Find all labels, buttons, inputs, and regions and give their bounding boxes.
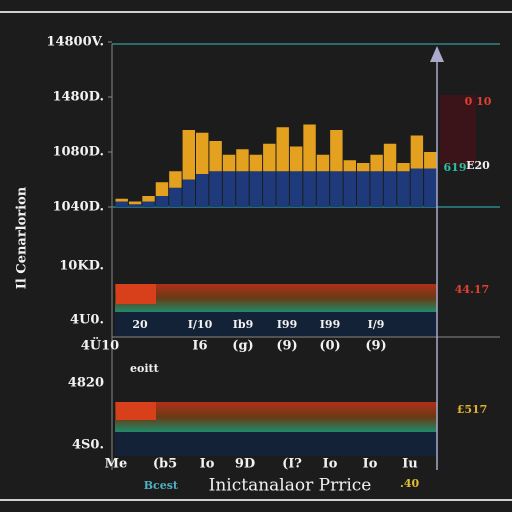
bar-segment — [289, 146, 303, 172]
bar-segment — [357, 171, 370, 207]
bar-segment — [316, 154, 330, 172]
y-tick-label: 14800V. — [46, 35, 104, 50]
bottom-label: Io — [200, 457, 215, 472]
bar-segment — [155, 196, 169, 207]
bar-segment — [236, 171, 249, 207]
bar-segment — [410, 168, 424, 207]
strip-label: I/10 — [188, 318, 213, 331]
panel-label: 4S0. — [72, 438, 104, 453]
cursor-arrow — [430, 46, 444, 62]
bar-segment — [370, 154, 383, 172]
bar-segment — [370, 171, 383, 207]
bar-segment — [289, 171, 303, 207]
bar-segment — [222, 171, 236, 207]
bar-segment — [115, 198, 128, 202]
y-tick-label: 1080D. — [52, 145, 104, 160]
bar-segment — [316, 171, 330, 207]
bar-segment — [196, 174, 209, 207]
bar-segment — [330, 130, 343, 172]
bar-segment — [209, 141, 222, 172]
footer-left: Bcest — [144, 479, 179, 492]
bar-segment — [142, 201, 155, 207]
row-label: 4Ü10 — [81, 337, 119, 354]
bar-segment — [276, 171, 289, 207]
right-label: 44.17 — [455, 283, 489, 296]
y-tick-label: 1040D. — [52, 200, 104, 215]
bar-segment — [343, 171, 356, 207]
strip-label: Ib9 — [233, 318, 254, 331]
panel-label: 4820 — [68, 376, 104, 391]
bar-segment — [303, 124, 316, 172]
strip-label: I/9 — [368, 318, 385, 331]
row-label: (0) — [319, 339, 340, 354]
indicator-strip — [115, 432, 437, 456]
bar-segment — [383, 171, 397, 207]
bar-segment — [209, 171, 222, 207]
row-label: I6 — [192, 339, 207, 354]
bottom-label: (b5 — [153, 457, 177, 472]
bar-segment — [115, 201, 128, 207]
bar-segment — [397, 171, 410, 207]
indicator-marker — [116, 402, 156, 420]
indicator-band — [115, 402, 437, 432]
bar-segment — [397, 163, 410, 172]
bar-segment — [155, 182, 169, 196]
bottom-label: Me — [105, 457, 128, 472]
y-tick-label: 1480D. — [52, 90, 104, 105]
bottom-label: Iu — [402, 457, 418, 472]
side-label: Il Cenarlorion — [15, 186, 30, 289]
right-label: E20 — [466, 159, 490, 172]
bar-segment — [383, 143, 397, 172]
bar-segment — [169, 187, 182, 207]
right-label: £517 — [457, 403, 488, 416]
bar-segment — [410, 135, 424, 169]
bottom-label: Io — [323, 457, 338, 472]
bar-segment — [276, 127, 289, 172]
bottom-label: 9D — [235, 457, 255, 472]
bar-segment — [222, 154, 236, 172]
bar-segment — [424, 152, 437, 169]
bar-segment — [182, 130, 195, 180]
row-label: (9) — [276, 339, 297, 354]
bar-segment — [196, 132, 209, 174]
bar-segment — [263, 143, 276, 172]
bottom-label: (I? — [282, 457, 302, 472]
footer-right: .40 — [400, 477, 419, 490]
bar-segment — [263, 171, 276, 207]
main-chart: 14800V. 1480D. 1080D. 1040D. — [46, 35, 500, 215]
bar-segment — [182, 179, 195, 207]
strip-label: I99 — [320, 318, 340, 331]
strip-label: 20 — [132, 318, 148, 331]
right-label: 0 10 — [465, 95, 492, 108]
bar-segment — [330, 171, 343, 207]
panel-label: 10KD. — [59, 259, 104, 274]
bar-segment — [424, 168, 437, 207]
indicator-marker — [116, 284, 156, 304]
footer-title: Inictanalaor Prrice — [209, 476, 372, 496]
panel-label: 4U0. — [70, 313, 104, 328]
bar-segment — [169, 171, 182, 188]
row-label: (g) — [232, 339, 253, 354]
bar-segment — [249, 171, 263, 207]
bar-segment — [303, 171, 316, 207]
bar-segment — [142, 196, 155, 202]
strip-label: I99 — [277, 318, 297, 331]
row-label: (9) — [365, 339, 386, 354]
indicator-band — [115, 284, 437, 312]
mid-label: eoitt — [130, 362, 160, 375]
bar-segment — [343, 160, 356, 172]
bar-segment — [128, 204, 142, 207]
indicator-strip — [115, 312, 437, 336]
right-label: 619 — [444, 161, 467, 174]
bar-segment — [236, 149, 249, 172]
bar-segment — [249, 154, 263, 172]
bar-segment — [128, 201, 142, 205]
bar-segment — [357, 163, 370, 172]
right-panel — [440, 95, 476, 165]
bottom-label: Io — [363, 457, 378, 472]
